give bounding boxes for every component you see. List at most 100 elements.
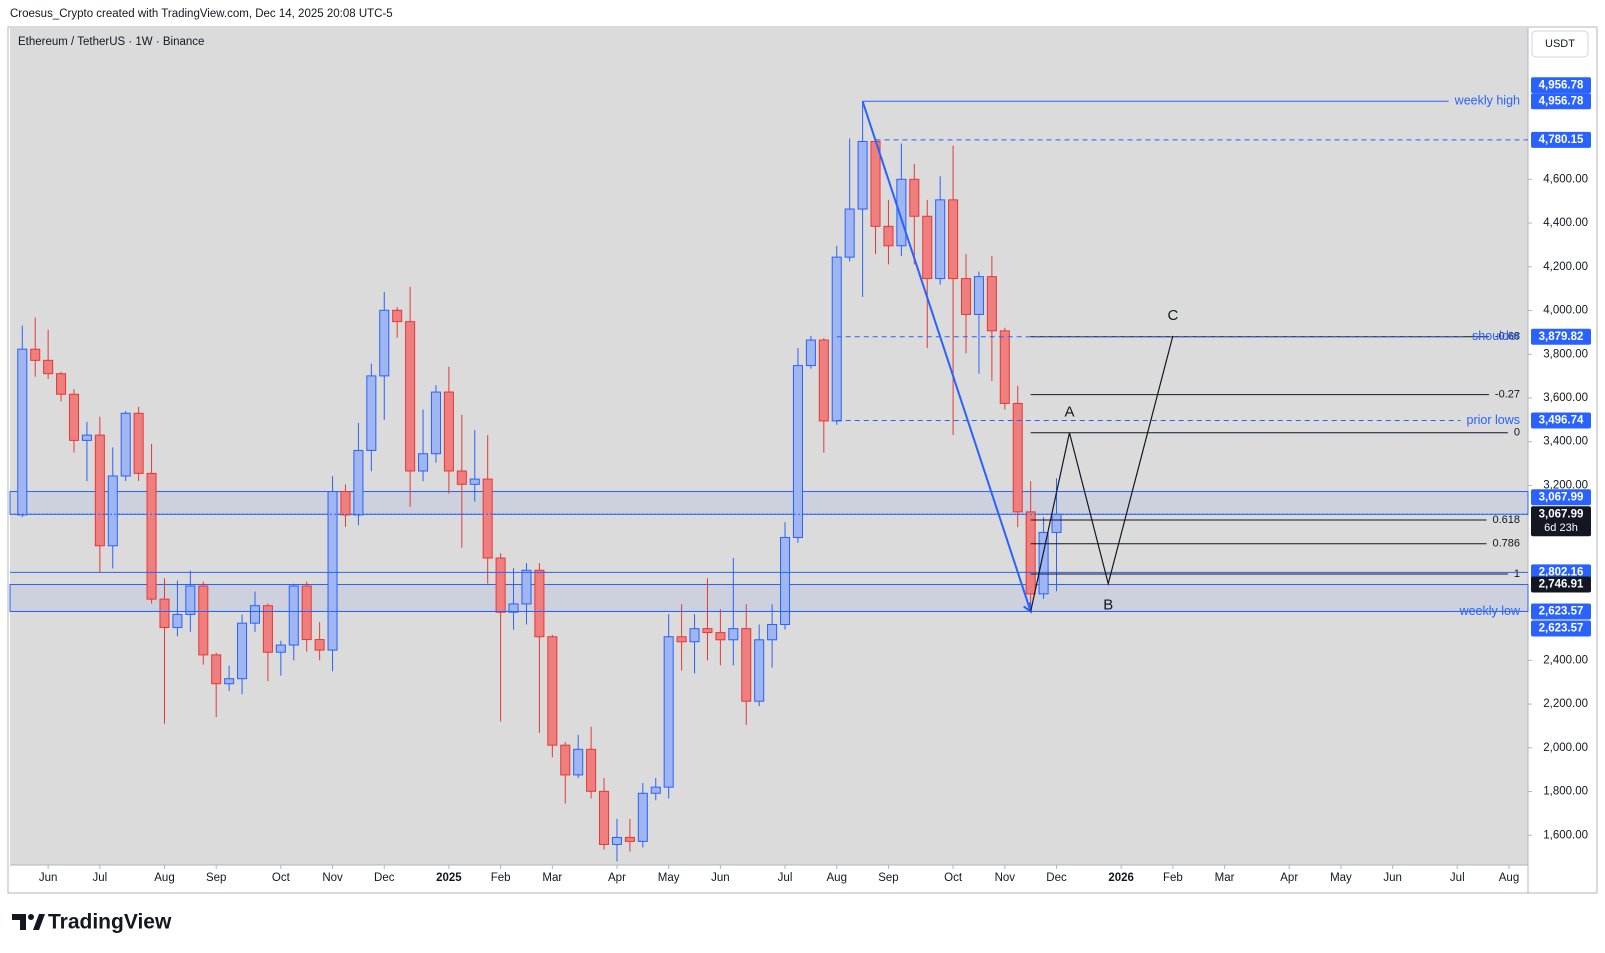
chart-title: Ethereum / TetherUS · 1W · Binance	[18, 36, 204, 48]
candle-body	[741, 628, 752, 702]
candle-body	[314, 639, 325, 651]
currency-button[interactable]	[1531, 30, 1589, 58]
candle-body	[366, 375, 377, 451]
candle-body	[909, 178, 920, 217]
y-tick-label: 3,800.00	[1543, 348, 1588, 360]
candle-body	[469, 478, 480, 485]
x-tick-label: Oct	[944, 872, 963, 884]
level-label: 4,956.78	[1539, 95, 1584, 107]
candle-body	[1012, 402, 1023, 513]
candle-body	[288, 585, 299, 646]
candle-body	[120, 412, 131, 477]
x-tick-label: Aug	[1499, 872, 1519, 884]
candle-body	[81, 434, 92, 441]
y-tick-label: 2,000.00	[1543, 742, 1588, 754]
price-label: 2,746.91	[1539, 579, 1584, 591]
candle-body	[379, 309, 390, 377]
x-tick-label: Jul	[778, 872, 793, 884]
x-tick-label: May	[658, 872, 680, 884]
trend-arrow	[1023, 602, 1032, 614]
countdown: 6d 23h	[1544, 522, 1578, 534]
candle-body	[883, 225, 894, 247]
candle-body	[973, 276, 984, 315]
x-tick-label: Jul	[1450, 872, 1465, 884]
level-box	[1531, 328, 1591, 345]
price-label: 3,067.99	[1539, 508, 1584, 520]
candle-body	[805, 339, 816, 367]
candle-body	[43, 359, 54, 375]
candle-body	[418, 453, 429, 472]
candle-body	[844, 208, 855, 258]
candle-body	[107, 475, 118, 547]
level-box	[1531, 564, 1591, 581]
y-tick-label: 3,600.00	[1543, 392, 1588, 404]
level-box	[1531, 489, 1591, 506]
level-label: 4,956.78	[1539, 79, 1584, 91]
candle-body	[185, 585, 196, 615]
candle-body	[896, 178, 907, 247]
candle-body	[133, 412, 144, 474]
candle-body	[521, 569, 532, 605]
x-tick-label: Nov	[322, 872, 343, 884]
candle-body	[249, 605, 261, 624]
y-tick-label: 2,400.00	[1543, 654, 1588, 666]
fib-label: -0.68	[1495, 331, 1520, 343]
x-tick-label: Mar	[542, 872, 562, 884]
level-label: 2,802.16	[1539, 566, 1584, 578]
candle-body	[430, 391, 442, 455]
x-tick-label: Sep	[878, 872, 898, 884]
x-tick-label: 2026	[1108, 872, 1134, 884]
candle-body	[275, 644, 286, 653]
x-tick-label: Jun	[1383, 872, 1402, 884]
candle-body	[327, 491, 338, 651]
level-box	[1531, 131, 1591, 148]
candle-body	[986, 276, 997, 332]
candle-body	[689, 628, 700, 643]
y-tick-label: 1,800.00	[1543, 786, 1588, 798]
candle-body	[1025, 511, 1036, 595]
candle-body	[495, 557, 506, 613]
candle-body	[573, 748, 584, 776]
level-box	[1531, 77, 1591, 94]
candle-body	[17, 348, 28, 516]
candle-body	[857, 140, 868, 210]
candle-body	[340, 491, 351, 516]
candle-body	[1038, 531, 1049, 595]
candle-body	[159, 598, 170, 629]
currency[interactable]: USDT	[1545, 38, 1575, 50]
x-tick-label: Sep	[206, 872, 226, 884]
x-tick-label: Jul	[92, 872, 107, 884]
pattern-label: A	[1064, 404, 1074, 421]
candle-body	[715, 632, 726, 641]
y-tick-label: 4,600.00	[1543, 173, 1588, 185]
candle-body	[1051, 513, 1062, 533]
candle-body	[262, 605, 273, 653]
y-tick-label: 4,400.00	[1543, 217, 1588, 229]
candle-body	[599, 790, 610, 845]
level-box	[1531, 620, 1591, 637]
fib-label: 0	[1514, 427, 1520, 439]
candle-body	[224, 678, 235, 685]
level-box	[1531, 93, 1591, 110]
candle-body	[301, 585, 312, 641]
candle-body	[237, 622, 248, 680]
candle-body	[586, 748, 597, 792]
candle-body	[663, 636, 674, 788]
candle-body	[676, 636, 687, 643]
x-tick-label: May	[1330, 872, 1352, 884]
trend-line	[861, 100, 1032, 612]
header: Croesus_Crypto created with TradingView.…	[10, 8, 393, 20]
price-box	[1531, 576, 1591, 593]
candle-body	[818, 339, 829, 422]
candle-body	[637, 792, 648, 842]
x-tick-label: Apr	[1280, 872, 1298, 884]
candle-body	[172, 613, 183, 629]
x-tick-label: Nov	[995, 872, 1016, 884]
candle-body	[211, 654, 222, 685]
candle-body	[443, 391, 454, 472]
zone	[9, 583, 1529, 612]
y-tick-label: 4,000.00	[1543, 305, 1588, 317]
candle-body	[611, 836, 622, 845]
y-tick-label: 4,200.00	[1543, 261, 1588, 273]
